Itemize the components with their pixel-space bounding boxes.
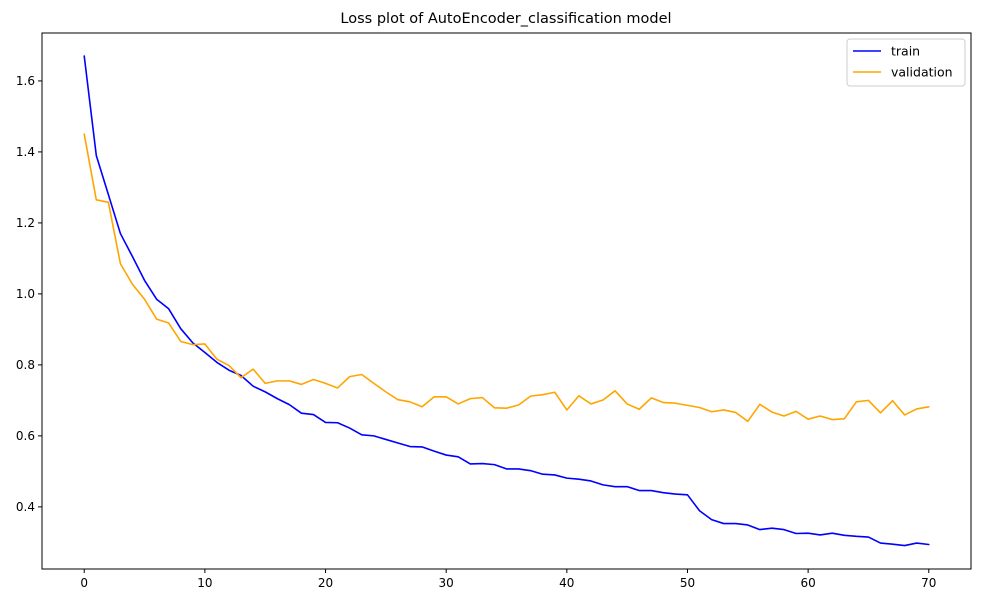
legend-label-validation: validation: [891, 65, 953, 80]
x-tick-label: 0: [80, 576, 88, 590]
legend-label-train: train: [891, 44, 920, 59]
x-tick-label: 70: [921, 576, 936, 590]
x-tick-label: 10: [197, 576, 212, 590]
y-tick-label: 1.4: [16, 145, 35, 159]
y-tick-label: 1.0: [16, 287, 35, 301]
series-line-validation: [83, 133, 930, 423]
plot-area: [83, 55, 930, 547]
x-tick-label: 20: [318, 576, 333, 590]
x-tick-label: 50: [680, 576, 695, 590]
chart-title: Loss plot of AutoEncoder_classification …: [340, 11, 671, 27]
x-tick-label: 40: [559, 576, 574, 590]
x-tick-label: 60: [800, 576, 815, 590]
series-line-train: [83, 55, 930, 547]
y-tick-label: 0.6: [16, 429, 35, 443]
y-tick-label: 1.2: [16, 216, 35, 230]
axes-ticks: 0 10 20 30 40 50 60 70 0.4 0.6 0.8 1.0 1.2 1.4 1.6: [16, 74, 937, 590]
y-tick-label: 1.6: [16, 74, 35, 88]
y-tick-label: 0.4: [16, 500, 35, 514]
legend: train validation: [846, 38, 966, 87]
axes-frame: [41, 32, 972, 570]
x-tick-label: 30: [439, 576, 454, 590]
y-tick-label: 0.8: [16, 358, 35, 372]
